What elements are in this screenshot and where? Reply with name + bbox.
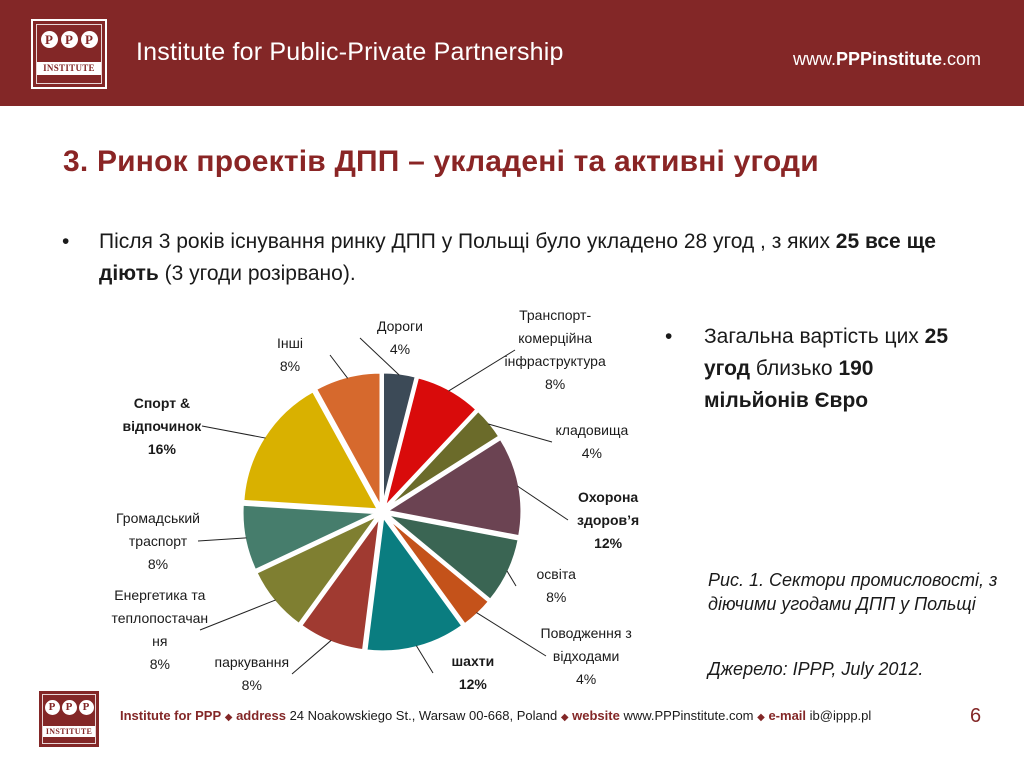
bullet-text: Після 3 років існування ринку ДПП у Поль… (99, 230, 836, 253)
footer-email-label: e-mail (768, 708, 807, 723)
logo-word: INSTITUTE (43, 726, 95, 737)
footer-website-label: website (572, 708, 620, 723)
separator-icon: ◆ (224, 712, 233, 723)
pie-slice-label: кладовища 4% (555, 422, 629, 461)
bullet-bold: 25 угод (704, 325, 948, 380)
pie-slice (240, 502, 379, 573)
pie-slice (313, 370, 383, 509)
pie-slice-label: паркування 8% (214, 654, 290, 693)
pie-slice-label: Спорт & відпочинок 16% (122, 394, 202, 457)
leader-line (201, 425, 266, 439)
website-bold: PPPinstitute (835, 49, 942, 69)
header-title: Institute for Public-Private Partnership (136, 38, 564, 66)
footer-address: 24 Noakowskiego St., Warsaw 00-668, Pola… (289, 708, 558, 723)
pie-slice (298, 514, 383, 653)
figure-source: Джерело: IPPP, July 2012. (708, 659, 924, 679)
logo-letter: P (44, 700, 60, 715)
footer-org: Institute for PPP (120, 708, 222, 723)
bullet-bold: 25 все ще діють (99, 230, 936, 285)
pie-slice-label: Поводження з відходами 4% (540, 624, 632, 687)
leader-line (517, 485, 569, 521)
header-website[interactable]: www.PPPinstitute.com (793, 49, 981, 70)
pie-slice (384, 512, 521, 603)
pie-slice-label: Охорона здоров’я 12% (577, 488, 640, 551)
bullet-total-value: • Загальна вартість цих 25 угод близько … (665, 321, 965, 417)
separator-icon: ◆ (560, 712, 569, 723)
logo-letter: P (60, 31, 78, 48)
bullet-intro: • Після 3 років існування ринку ДПП у По… (62, 226, 962, 290)
figure-caption: Рис. 1. Сектори промисловості, з діючими… (708, 570, 998, 614)
logo-word: INSTITUTE (37, 62, 101, 75)
logo-letter: P (40, 31, 58, 48)
logo-letter: P (80, 31, 98, 48)
leader-line (329, 354, 349, 379)
leader-line (197, 537, 247, 542)
leader-line (199, 599, 276, 631)
ppp-institute-logo: P P P INSTITUTE (31, 19, 107, 89)
pie-slice (383, 513, 492, 628)
leader-line (415, 645, 434, 674)
page-number: 6 (970, 705, 982, 727)
pie-slice (381, 436, 524, 539)
pie-slice-label: Дороги 4% (377, 318, 423, 357)
pie-slice-label: Громадський траспорт 8% (116, 509, 201, 572)
pie-slice (364, 511, 466, 654)
bullet-text: (3 угоди розірвано). (158, 262, 356, 285)
leader-line (488, 423, 553, 443)
pie-slice-label: шахти 12% (451, 653, 495, 692)
pie-slice (241, 388, 382, 512)
website-prefix: www. (792, 49, 836, 69)
logo-letter: P (78, 700, 94, 715)
footer-contact: Institute for PPP ◆ address 24 Noakowski… (120, 708, 871, 723)
pie-slice-label: Енергетика та теплопостачан ня 8% (111, 587, 209, 672)
bullet-dot: • (62, 230, 70, 253)
pie-slice (382, 374, 480, 510)
leader-line (291, 639, 332, 675)
pie-slice-label: Транспорт- комерційна інфраструктура 8% (504, 307, 606, 392)
bullet-dot: • (665, 325, 673, 348)
website-suffix: .com (941, 49, 981, 69)
ppp-institute-logo-footer: P P P INSTITUTE (37, 689, 101, 749)
pie-slice (383, 408, 502, 511)
header-bar: P P P INSTITUTE Institute for Public-Pri… (0, 0, 1024, 106)
separator-icon: ◆ (757, 712, 765, 723)
pie-slice (253, 513, 381, 627)
slide-title: 3. Ринок проектів ДПП – укладені та акти… (63, 145, 819, 178)
logo-letter: P (61, 700, 77, 715)
bullet-text: близько (750, 357, 839, 380)
footer-email[interactable]: ib@ippp.pl (809, 708, 872, 723)
pie-slice-label: Інші 8% (277, 335, 303, 374)
footer-address-label: address (236, 708, 286, 723)
leader-line (506, 570, 517, 587)
pie-slice-label: освіта 8% (536, 566, 576, 605)
pie-slice (381, 370, 419, 509)
footer-website[interactable]: www.PPPinstitute.com (623, 708, 754, 723)
bullet-bold: 190 мільйонів Євро (704, 357, 874, 412)
bullet-text: Загальна вартість цих (704, 325, 925, 348)
